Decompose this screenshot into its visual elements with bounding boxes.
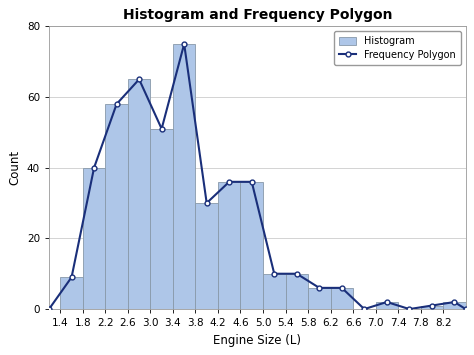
Y-axis label: Count: Count — [9, 150, 21, 185]
Bar — [285, 274, 308, 309]
Bar — [195, 203, 218, 309]
Bar — [150, 129, 173, 309]
Legend: Histogram, Frequency Polygon: Histogram, Frequency Polygon — [334, 31, 461, 65]
Bar — [443, 302, 465, 309]
Bar — [308, 288, 330, 309]
X-axis label: Engine Size (L): Engine Size (L) — [213, 334, 301, 347]
Bar — [60, 277, 83, 309]
Bar — [375, 302, 398, 309]
Bar — [105, 104, 128, 309]
Bar — [173, 44, 195, 309]
Bar — [218, 182, 240, 309]
Bar — [420, 306, 443, 309]
Bar — [240, 182, 263, 309]
Bar — [263, 274, 285, 309]
Bar — [83, 168, 105, 309]
Bar — [128, 79, 150, 309]
Title: Histogram and Frequency Polygon: Histogram and Frequency Polygon — [123, 8, 392, 22]
Bar — [330, 288, 353, 309]
